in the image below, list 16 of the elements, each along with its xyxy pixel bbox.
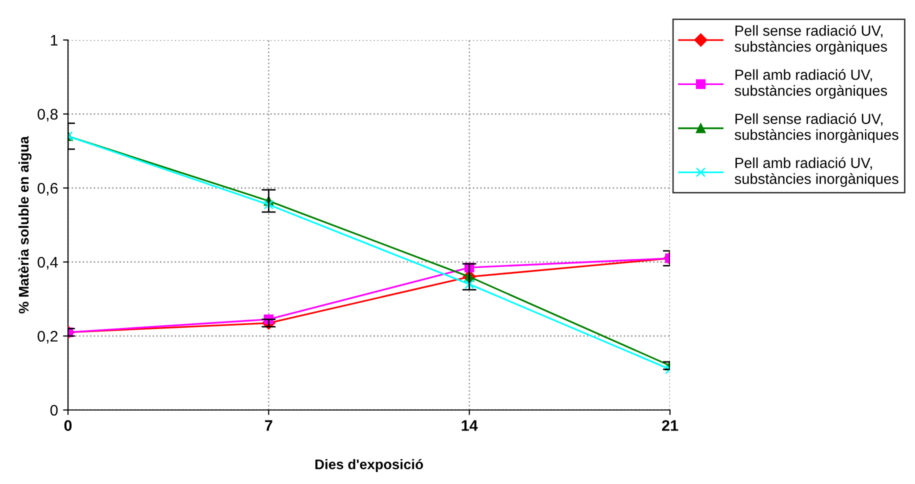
legend-label: Pell sense radiació UV, substàncies inorgàniques [734, 113, 898, 143]
x-tick-label: 21 [662, 420, 678, 431]
legend-label: Pell sense radiació UV, substàncies orgàniques [734, 24, 888, 55]
y-tick-label: 1 [50, 35, 58, 46]
legend-label: Pell amb radiació UV, substàncies inorgàniques [734, 157, 898, 187]
y-tick-label: 0,6 [38, 182, 58, 196]
y-tick-label: 0,8 [38, 108, 58, 122]
y-tick-label: 0,2 [38, 330, 58, 344]
legend-label: Pell amb radiació UV, substàncies orgàniques [734, 69, 888, 99]
x-axis-title: Dies d'exposició [315, 458, 423, 472]
y-axis-title: % Matèria soluble en aigua [18, 136, 32, 314]
x-tick-label: 0 [64, 420, 72, 431]
x-tick-label: 7 [265, 420, 272, 431]
x-tick-label: 14 [462, 420, 478, 431]
y-tick-label: 0,4 [38, 256, 58, 270]
y-tick-label: 0 [50, 404, 58, 416]
